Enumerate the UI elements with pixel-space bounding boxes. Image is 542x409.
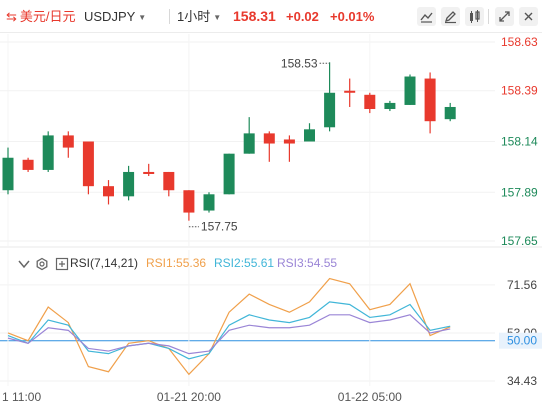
candle-body xyxy=(2,157,14,191)
rsi-mid-tag xyxy=(499,332,542,349)
rsi-tick-label: 50.00 xyxy=(507,334,537,348)
rsi-tick-label: 34.43 xyxy=(507,374,537,388)
candles xyxy=(2,62,456,221)
candle-body xyxy=(364,94,376,110)
time-tick-label: 01-22 05:00 xyxy=(338,390,402,404)
rsi-tick-label: 71.56 xyxy=(507,278,537,292)
candle-body xyxy=(82,141,94,187)
time-tick-label: 01-21 20:00 xyxy=(157,390,221,404)
candle-body xyxy=(424,78,436,122)
divider xyxy=(169,9,170,24)
gear-icon[interactable] xyxy=(35,256,49,278)
rsi2-name: RSI2 xyxy=(214,256,241,270)
rsi3-name: RSI3 xyxy=(277,256,304,270)
rsi-title: RSI(7,14,21) xyxy=(70,256,139,270)
rsi1-name: RSI1 xyxy=(146,256,173,270)
rsi2-readout: RSI2:55.61 xyxy=(214,256,275,270)
price-change-pct: +0.01% xyxy=(330,9,375,24)
chart-toolbar: ⇆ 美元/日元 USDJPY ▼ 1小时 ▼ 158.31 +0.02 +0.01% xyxy=(0,0,542,33)
rsi-lines xyxy=(7,277,451,376)
favorite-icon[interactable]: ⇆ xyxy=(6,9,17,24)
chevron-down-icon: ▼ xyxy=(213,13,222,22)
rsi3-value: 54.55 xyxy=(307,256,338,270)
candle-body xyxy=(163,171,175,191)
close-icon[interactable] xyxy=(519,7,538,26)
compare-icon[interactable] xyxy=(417,7,436,26)
settings-icon[interactable] xyxy=(465,7,484,26)
price-tick-label: 158.63 xyxy=(501,35,538,49)
interval-label: 1小时 xyxy=(177,9,211,24)
pair-label: USDJPY xyxy=(84,9,136,24)
rsi-grid xyxy=(0,250,495,386)
chevron-down-icon: ▼ xyxy=(138,13,147,22)
last-price: 158.31 xyxy=(233,8,276,24)
candle-body xyxy=(263,133,275,144)
price-axis: 158.63 158.39 158.14 157.89 157.65 xyxy=(501,35,538,248)
time-tick-label: 1 11:00 xyxy=(2,390,41,404)
indicator-box-icon[interactable] xyxy=(55,256,69,278)
divider xyxy=(488,9,489,24)
price-tick-label: 157.89 xyxy=(501,185,538,199)
candle-body xyxy=(62,135,74,148)
price-change: +0.02 xyxy=(286,9,319,24)
price-tick-label: 158.39 xyxy=(501,84,538,98)
candle-body xyxy=(42,135,54,170)
symbol-name[interactable]: ⇆ 美元/日元 xyxy=(6,0,76,33)
candle-body xyxy=(404,76,416,105)
rsi1-readout: RSI1:55.36 xyxy=(146,256,207,270)
rsi1-value: 55.36 xyxy=(176,256,207,270)
fullscreen-icon[interactable] xyxy=(495,7,514,26)
symbol-label: 美元/日元 xyxy=(19,9,76,24)
candle-body xyxy=(22,159,34,170)
hide-icon[interactable] xyxy=(17,256,31,278)
candle-body xyxy=(183,190,195,213)
candle-body xyxy=(103,186,114,197)
rsi-line-rsi3 xyxy=(7,314,451,355)
candle-body xyxy=(344,90,356,93)
rsi3-readout: RSI3:54.55 xyxy=(277,256,338,270)
candle-body xyxy=(203,194,215,211)
candle-body xyxy=(444,106,456,120)
candle-body xyxy=(283,139,295,144)
pair-selector[interactable]: USDJPY ▼ xyxy=(84,0,146,33)
candle-body xyxy=(143,171,155,174)
high-label: 158.53 xyxy=(281,56,318,70)
low-label: 157.75 xyxy=(201,220,238,234)
interval-selector[interactable]: 1小时 ▼ xyxy=(177,0,221,33)
time-axis: 1 11:00 01-21 20:00 01-22 05:00 xyxy=(2,390,402,404)
rsi2-value: 55.61 xyxy=(244,256,275,270)
edit-icon[interactable] xyxy=(441,7,460,26)
candle-body xyxy=(324,92,336,128)
price-annotations: 158.53 157.75 xyxy=(188,56,330,234)
price-tick-label: 158.14 xyxy=(501,135,538,149)
candle-body xyxy=(384,102,396,110)
candle-body xyxy=(304,129,315,142)
candle-body xyxy=(223,153,235,195)
price-tick-label: 157.65 xyxy=(501,234,538,248)
candle-body xyxy=(243,133,255,154)
candle-body xyxy=(123,171,135,197)
rsi-line-rsi1 xyxy=(7,277,451,376)
